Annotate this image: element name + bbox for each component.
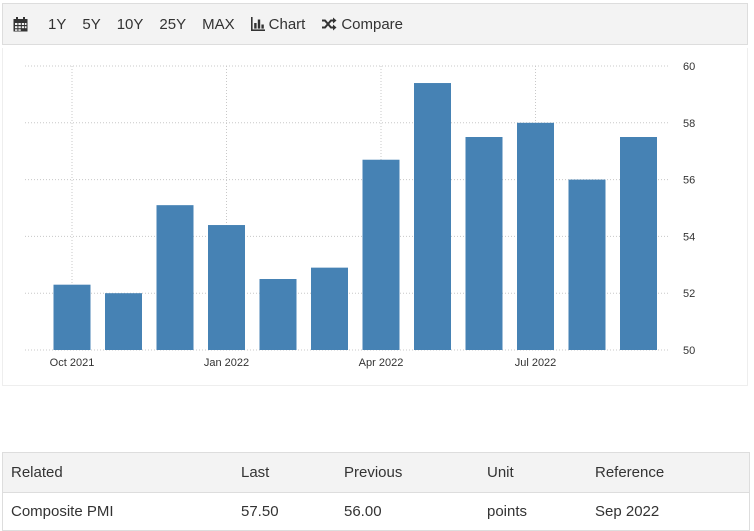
header-reference: Reference [587, 452, 750, 493]
range-10y-button[interactable]: 10Y [116, 15, 144, 33]
related-table: Related Last Previous Unit Reference Com… [2, 452, 750, 531]
x-tick-label: Jan 2022 [204, 357, 249, 369]
table-header-row: Related Last Previous Unit Reference [2, 452, 750, 493]
bar-oct-2021[interactable] [53, 284, 91, 350]
chart-area: 50 52 54 56 58 60 Oct 2021 Jan 2022 Apr 2022 Jul … [2, 48, 748, 386]
compare-button[interactable]: Compare [313, 4, 411, 44]
shuffle-icon [322, 17, 337, 31]
header-last: Last [233, 452, 336, 493]
chart-toolbar: 1Y 5Y 10Y 25Y MAX Chart Compare [2, 3, 748, 45]
cell-related[interactable]: Composite PMI [2, 492, 233, 531]
bar-jul-2022[interactable] [517, 122, 554, 350]
range-5y-button[interactable]: 5Y [82, 15, 101, 33]
x-tick-label: Apr 2022 [359, 357, 404, 369]
bar-chart: 50 52 54 56 58 60 Oct 2021 Jan 2022 Apr 2022 Jul … [25, 61, 695, 369]
bar-mar-2022[interactable] [311, 267, 348, 350]
bar-dec-2021[interactable] [156, 205, 194, 350]
compare-button-label: Compare [341, 15, 404, 33]
bar-feb-2022[interactable] [259, 279, 297, 350]
x-tick-label: Oct 2021 [50, 357, 95, 369]
x-tick-label: Jul 2022 [515, 357, 557, 369]
header-previous: Previous [336, 452, 479, 493]
cell-previous: 56.00 [336, 492, 479, 531]
y-tick-label: 60 [683, 61, 695, 73]
header-related: Related [2, 452, 233, 493]
bar-chart-icon [250, 17, 265, 31]
cell-reference: Sep 2022 [587, 492, 750, 531]
table-row[interactable]: Composite PMI 57.50 56.00 points Sep 202… [2, 492, 750, 531]
bar-nov-2021[interactable] [105, 293, 142, 350]
y-tick-label: 58 [683, 118, 695, 130]
bar-apr-2022[interactable] [362, 159, 400, 350]
calendar-icon [13, 16, 28, 31]
range-25y-button[interactable]: 25Y [159, 15, 187, 33]
cell-last: 57.50 [233, 492, 336, 531]
y-tick-label: 54 [683, 231, 695, 243]
range-1y-button[interactable]: 1Y [48, 15, 67, 33]
chart-button[interactable]: Chart [243, 4, 314, 44]
calendar-button[interactable] [3, 4, 40, 44]
header-unit: Unit [479, 452, 587, 493]
y-tick-label: 52 [683, 288, 695, 300]
range-max-button[interactable]: MAX [202, 15, 235, 33]
bar-may-2022[interactable] [414, 83, 451, 350]
y-tick-label: 56 [683, 175, 695, 187]
y-tick-label: 50 [683, 345, 695, 357]
cell-unit: points [479, 492, 587, 531]
bar-jun-2022[interactable] [465, 137, 503, 350]
chart-button-label: Chart [268, 15, 306, 33]
bar-aug-2022[interactable] [568, 179, 606, 350]
bar-jan-2022[interactable] [208, 225, 245, 350]
bar-sep-2022[interactable] [620, 137, 657, 350]
